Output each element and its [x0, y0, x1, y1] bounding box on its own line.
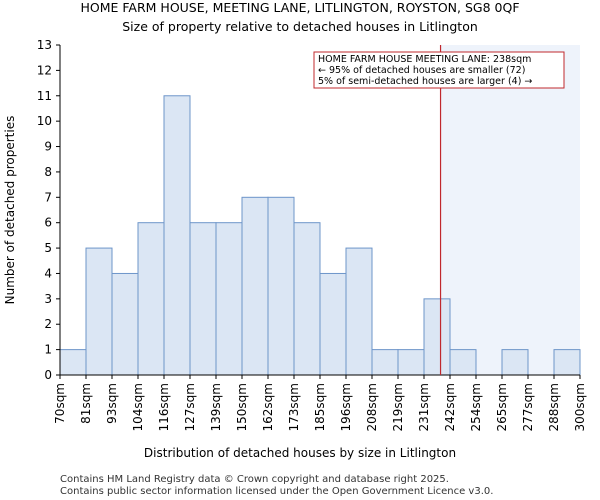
y-tick-label-0: 0	[44, 368, 52, 382]
x-tick-label-19: 288sqm	[547, 383, 561, 431]
annotation-line-1: HOME FARM HOUSE MEETING LANE: 238sqm	[318, 54, 531, 65]
histogram-bar-4	[163, 95, 191, 376]
y-tick-label-10: 10	[37, 114, 52, 128]
histogram-bar-17	[501, 349, 529, 376]
y-tick-label-12: 12	[37, 63, 52, 77]
x-tick-label-11: 196sqm	[339, 383, 353, 431]
x-tick-label-13: 219sqm	[391, 383, 405, 431]
histogram-bar-1	[85, 247, 113, 376]
x-ticks-group: 70sqm 81sqm 93sqm 104sqm 116sqm 127sqm 139sqm 1…	[53, 375, 587, 431]
histogram-bar-11	[345, 247, 373, 376]
chart-subtitle: Size of property relative to detached ho…	[122, 19, 478, 34]
x-tick-label-18: 277sqm	[521, 383, 535, 431]
x-tick-label-14: 231sqm	[417, 383, 431, 431]
y-tick-label-3: 3	[44, 292, 52, 306]
histogram-bar-2	[111, 272, 139, 376]
bars-group	[59, 95, 581, 376]
y-tick-label-11: 11	[37, 89, 52, 103]
y-tick-label-7: 7	[44, 190, 52, 204]
x-tick-label-15: 242sqm	[443, 383, 457, 431]
histogram-bar-10	[319, 272, 347, 376]
histogram-bar-19	[553, 349, 581, 376]
x-tick-label-16: 254sqm	[469, 383, 483, 431]
x-tick-label-9: 173sqm	[287, 383, 301, 431]
y-tick-label-9: 9	[44, 140, 52, 154]
x-tick-label-7: 150sqm	[235, 383, 249, 431]
histogram-bar-5	[189, 222, 217, 376]
histogram-bar-13	[397, 349, 425, 376]
histogram-bar-3	[137, 222, 165, 376]
x-tick-label-10: 185sqm	[313, 383, 327, 431]
y-tick-label-1: 1	[44, 343, 52, 357]
y-tick-label-4: 4	[44, 266, 52, 280]
x-tick-label-0: 70sqm	[53, 383, 67, 424]
y-tick-label-6: 6	[44, 216, 52, 230]
footer-line-2: Contains public sector information licen…	[60, 486, 493, 497]
x-tick-label-20: 300sqm	[573, 383, 587, 431]
annotation-line-2: ← 95% of detached houses are smaller (72…	[318, 65, 525, 76]
x-tick-label-12: 208sqm	[365, 383, 379, 431]
x-tick-label-3: 104sqm	[131, 383, 145, 431]
histogram-bar-6	[215, 222, 243, 376]
chart-title: HOME FARM HOUSE, MEETING LANE, LITLINGTO…	[80, 0, 519, 15]
y-axis-label: Number of detached properties	[3, 116, 17, 305]
annotation-box	[313, 51, 565, 89]
y-tick-label-8: 8	[44, 165, 52, 179]
annotation-line-3: 5% of semi-detached houses are larger (4…	[318, 76, 532, 87]
histogram-bar-0	[59, 349, 87, 376]
marker-annotation: HOME FARM HOUSE MEETING LANE: 238sqm ← 9…	[313, 51, 565, 89]
y-tick-label-2: 2	[44, 317, 52, 331]
histogram-bar-7	[241, 196, 269, 376]
x-tick-label-17: 265sqm	[495, 383, 509, 431]
x-tick-label-2: 93sqm	[105, 383, 119, 424]
histogram-bar-15	[449, 349, 477, 376]
x-axis-label: Distribution of detached houses by size …	[144, 446, 456, 460]
highlight-region	[440, 45, 580, 375]
y-tick-label-5: 5	[44, 241, 52, 255]
histogram-bar-8	[267, 196, 295, 376]
histogram-bar-12	[371, 349, 399, 376]
y-tick-label-13: 13	[37, 38, 52, 52]
x-tick-label-6: 139sqm	[209, 383, 223, 431]
footer-line-1: Contains HM Land Registry data © Crown c…	[60, 474, 449, 485]
x-tick-label-8: 162sqm	[261, 383, 275, 431]
x-tick-label-4: 116sqm	[157, 383, 171, 431]
histogram-bar-14	[423, 298, 451, 376]
x-tick-label-5: 127sqm	[183, 383, 197, 431]
x-tick-label-1: 81sqm	[79, 383, 93, 424]
histogram-bar-9	[293, 222, 321, 376]
